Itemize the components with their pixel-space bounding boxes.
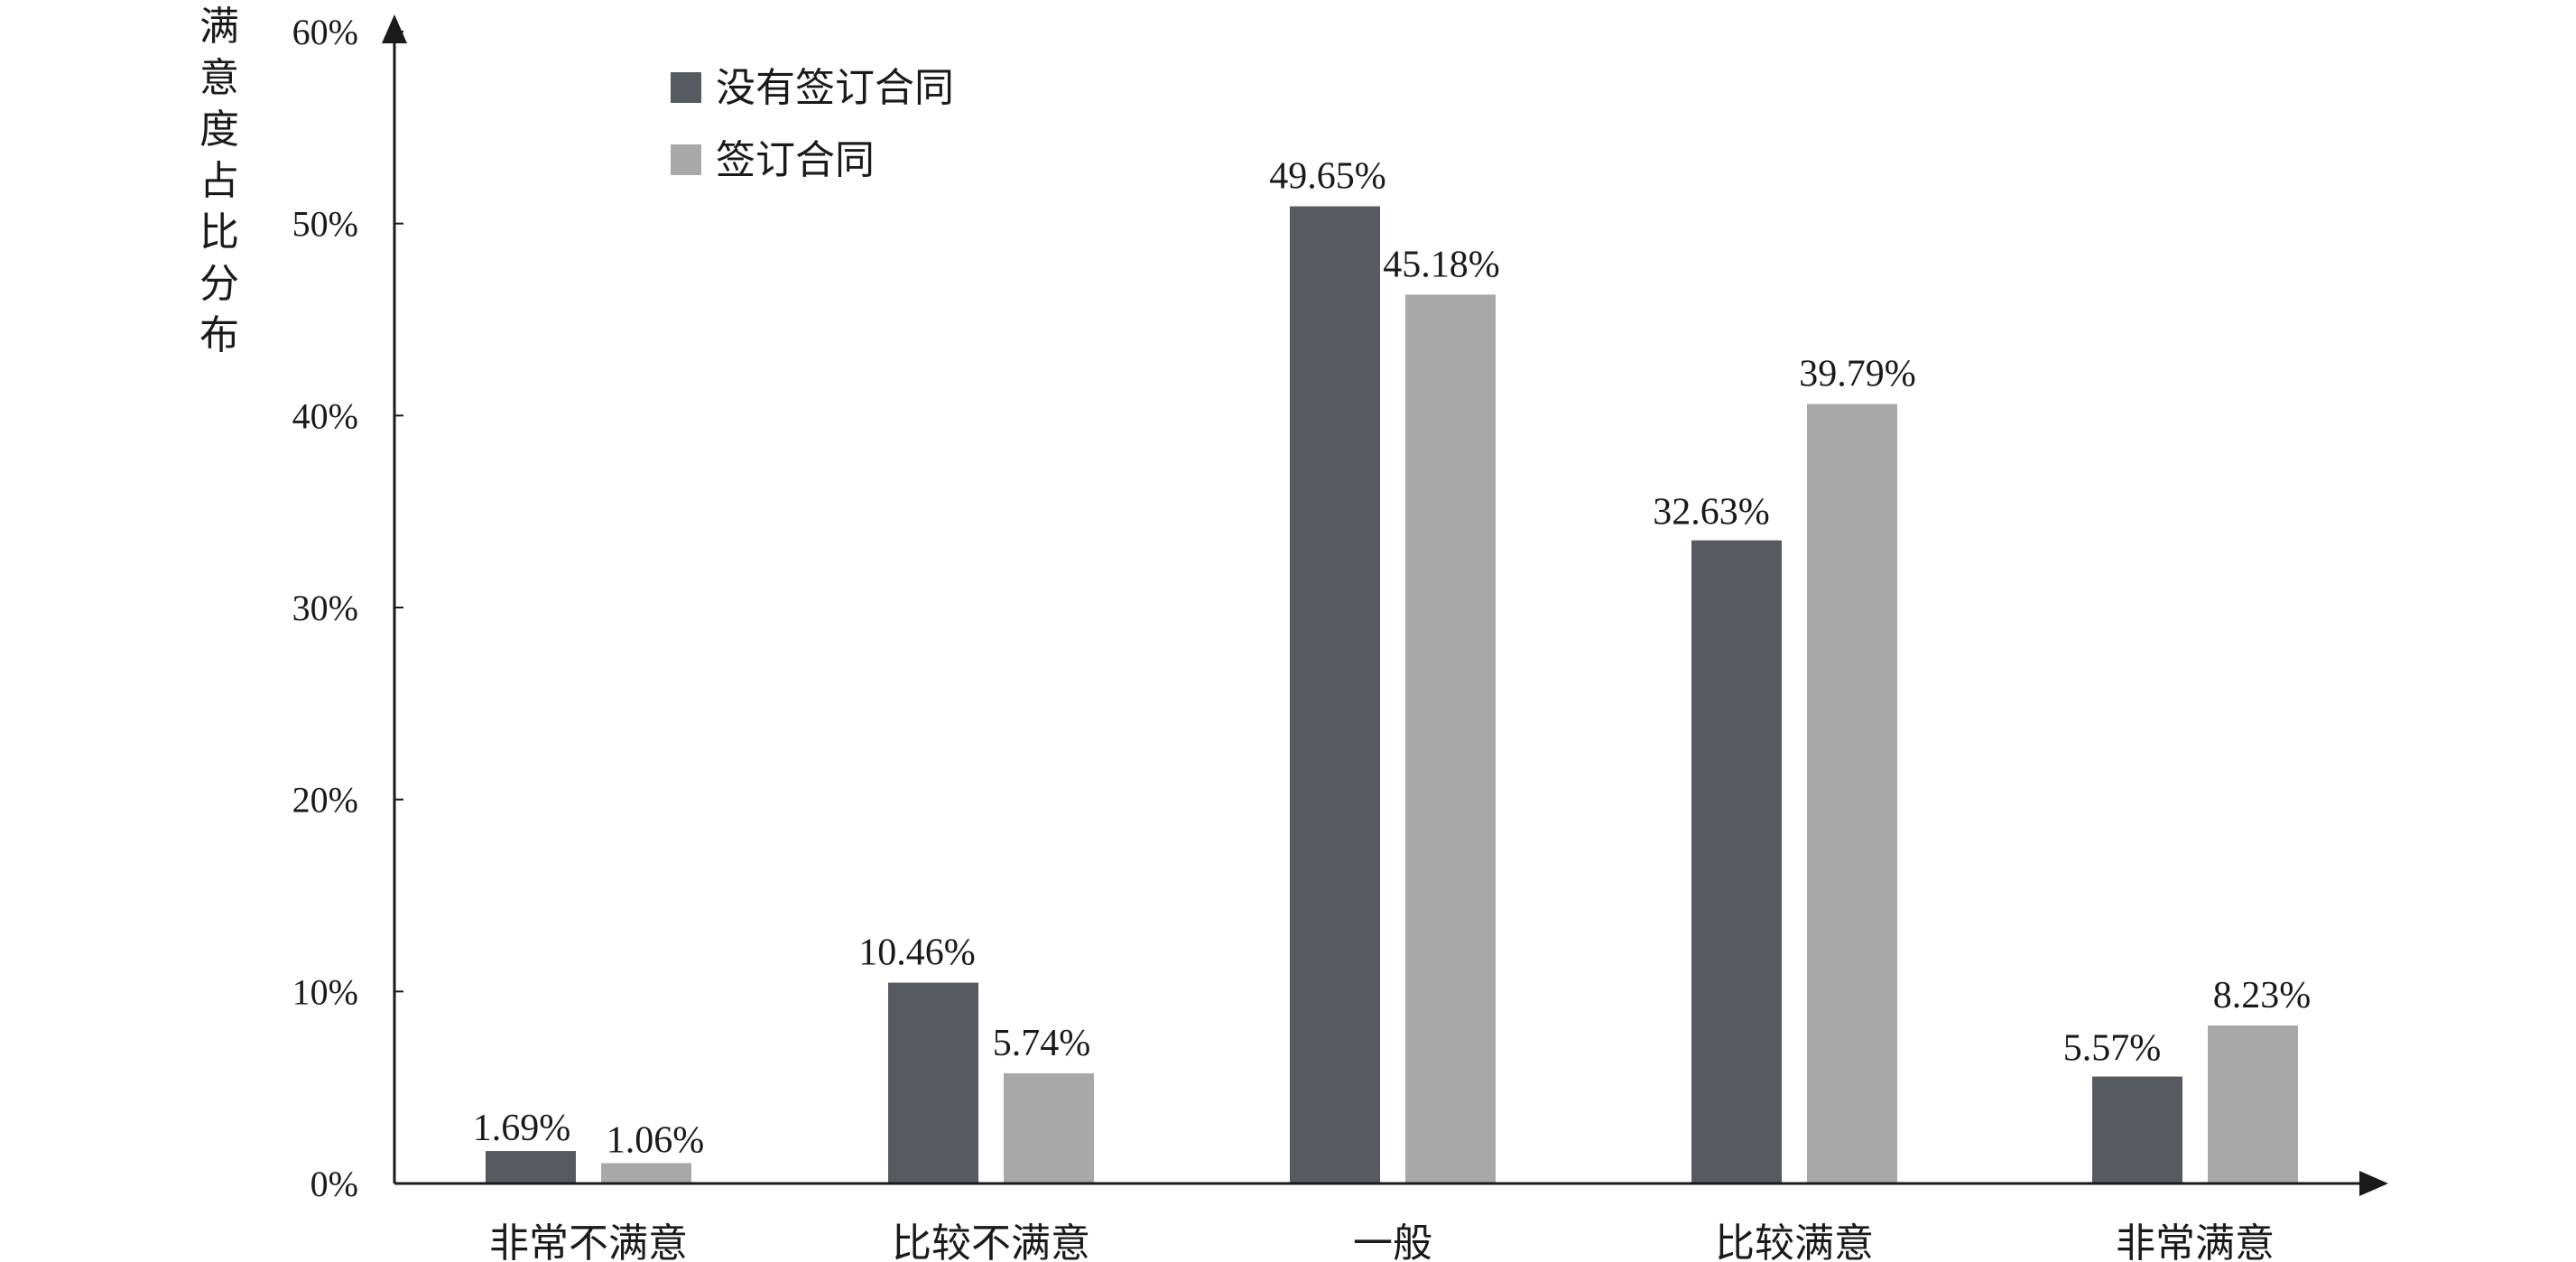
y-axis-label-char: 布	[199, 312, 239, 358]
bars	[486, 206, 2298, 1184]
y-axis-label-char: 分	[199, 261, 239, 307]
y-axis-label-char: 满	[199, 4, 239, 50]
y-tick-label: 50%	[292, 204, 358, 245]
x-category-label: 比较满意	[1715, 1220, 1874, 1262]
y-axis-ticks: 0% 10% 20% 30% 40% 50% 60%	[292, 12, 403, 1204]
bar-value-label: 8.23%	[2213, 975, 2312, 1016]
bar-contract-0	[601, 1163, 691, 1183]
y-tick-label: 40%	[292, 395, 358, 436]
bar-contract-3	[1807, 404, 1897, 1183]
y-axis-label-char: 度	[199, 107, 239, 153]
y-axis-label-char: 意	[199, 55, 239, 101]
bar-value-label: 49.65%	[1269, 156, 1386, 198]
bar-value-label: 10.46%	[858, 933, 976, 974]
legend-swatch	[671, 72, 701, 103]
legend-label: 没有签订合同	[716, 65, 954, 111]
y-tick-label: 10%	[292, 971, 358, 1012]
x-axis-category-labels: 非常不满意 比较不满意 一般 比较满意 非常满意	[489, 1220, 2275, 1262]
y-tick-label: 60%	[292, 12, 358, 52]
bar-value-label: 5.57%	[2063, 1028, 2162, 1070]
bar-value-label: 32.63%	[1653, 492, 1770, 534]
x-category-label: 一般	[1353, 1220, 1432, 1262]
bar-no-contract-1	[888, 982, 978, 1183]
x-category-label: 非常满意	[2116, 1220, 2275, 1262]
bar-value-label: 1.06%	[607, 1119, 705, 1161]
x-category-label: 比较不满意	[892, 1220, 1090, 1262]
bar-no-contract-2	[1290, 206, 1380, 1184]
value-labels: 1.69% 10.46% 49.65% 32.63% 5.57% 1.06% 5.74% 45…	[473, 156, 2312, 1162]
x-axis-arrow-icon	[2359, 1171, 2388, 1196]
y-axis-label-char: 比	[199, 209, 239, 255]
bar-no-contract-0	[486, 1151, 576, 1183]
y-tick-label: 30%	[292, 588, 358, 628]
bar-no-contract-3	[1691, 540, 1782, 1183]
x-category-label: 非常不满意	[489, 1220, 688, 1262]
bar-value-label: 5.74%	[993, 1023, 1091, 1064]
legend-swatch	[671, 144, 701, 175]
y-tick-label: 20%	[292, 780, 358, 821]
bar-value-label: 1.69%	[473, 1108, 571, 1149]
axes	[382, 14, 2388, 1196]
bar-contract-4	[2208, 1025, 2298, 1183]
bar-no-contract-4	[2092, 1076, 2182, 1183]
y-axis-arrow-icon	[382, 14, 407, 43]
bar-contract-2	[1405, 294, 1496, 1183]
bar-value-label: 45.18%	[1383, 244, 1500, 285]
legend-label: 签订合同	[716, 137, 875, 183]
bar-contract-1	[1004, 1072, 1094, 1183]
bar-value-label: 39.79%	[1799, 354, 1916, 395]
y-axis-label-char: 占	[199, 158, 239, 204]
y-tick-label: 0%	[310, 1164, 358, 1204]
